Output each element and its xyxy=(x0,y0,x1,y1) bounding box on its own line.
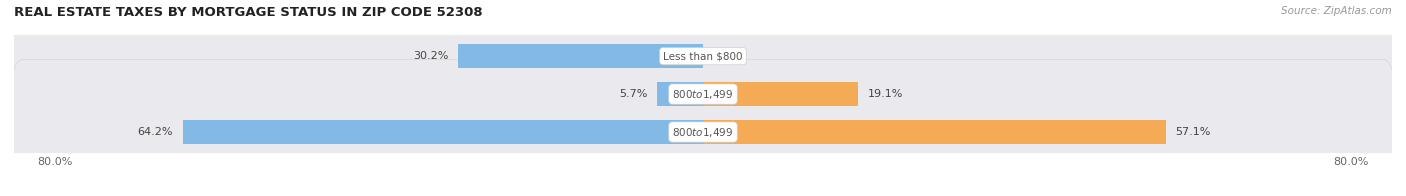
FancyBboxPatch shape xyxy=(10,60,1396,196)
Bar xyxy=(458,44,703,68)
FancyBboxPatch shape xyxy=(10,22,1396,167)
Text: $800 to $1,499: $800 to $1,499 xyxy=(672,88,734,101)
Text: Less than $800: Less than $800 xyxy=(664,51,742,61)
Text: 5.7%: 5.7% xyxy=(619,89,647,99)
Bar xyxy=(703,82,858,106)
Text: 64.2%: 64.2% xyxy=(138,127,173,137)
Text: REAL ESTATE TAXES BY MORTGAGE STATUS IN ZIP CODE 52308: REAL ESTATE TAXES BY MORTGAGE STATUS IN … xyxy=(14,6,482,19)
FancyBboxPatch shape xyxy=(10,0,1396,129)
Bar xyxy=(183,120,703,144)
Text: 19.1%: 19.1% xyxy=(868,89,903,99)
Text: $800 to $1,499: $800 to $1,499 xyxy=(672,125,734,139)
Text: Source: ZipAtlas.com: Source: ZipAtlas.com xyxy=(1281,6,1392,16)
Text: 57.1%: 57.1% xyxy=(1175,127,1211,137)
Bar xyxy=(657,82,703,106)
Bar xyxy=(703,120,1166,144)
Text: 30.2%: 30.2% xyxy=(413,51,449,61)
Text: 0.0%: 0.0% xyxy=(713,51,741,61)
